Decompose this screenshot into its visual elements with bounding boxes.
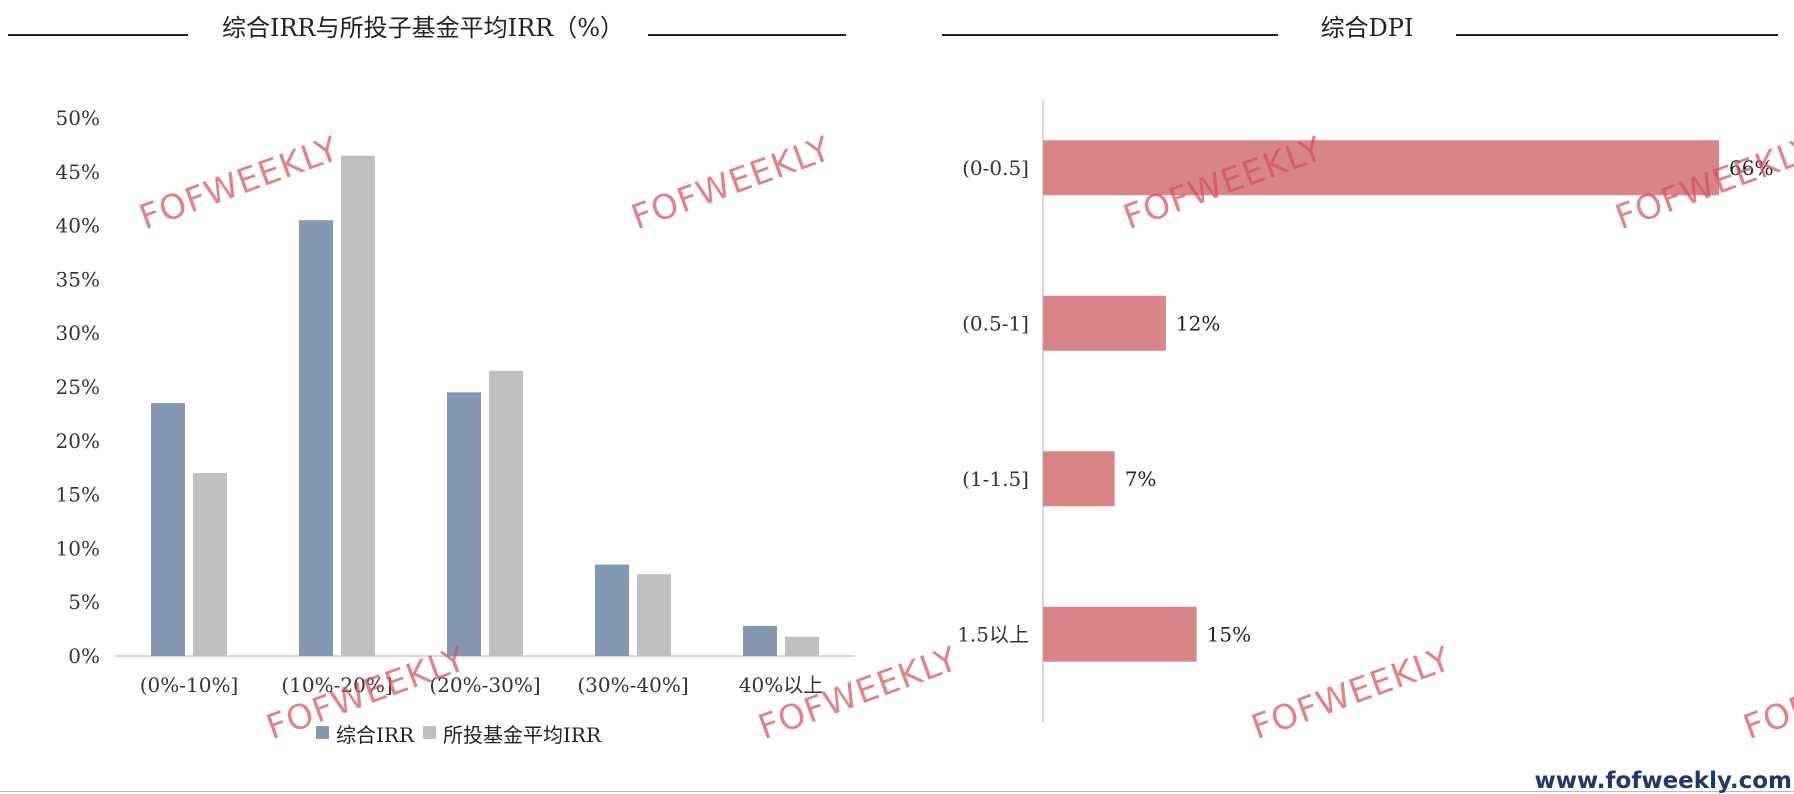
x-tick-label: 40%以上 <box>739 673 823 697</box>
left-chart-title: 综合IRR与所投子基金平均IRR（%） <box>211 8 635 43</box>
dpi-bar-chart: (0-0.5] 66% (0.5-1] 12% (1-1.5] 7% 1.5以上 15% <box>957 100 1773 722</box>
y-tick-label: 0% <box>68 644 100 668</box>
footer-url-link[interactable]: www.fofweekly.com <box>1534 768 1792 794</box>
legend-label: 综合IRR <box>336 723 415 747</box>
y-tick-label: 1.5以上 <box>957 622 1029 646</box>
irr-bar-chart: 0% 5% 10% 15% 20% 25% 30% 35% 40% 45% 50% (0%-10%] (… <box>56 106 855 747</box>
data-label: 66% <box>1729 156 1773 180</box>
dpi-bar <box>1043 140 1719 196</box>
bar-fund-irr <box>489 370 523 656</box>
bar-irr <box>299 220 333 656</box>
bar-fund-irr <box>193 473 227 656</box>
x-tick-label: (30%-40%] <box>577 673 688 697</box>
bar-irr <box>743 625 777 656</box>
right-title-rule-right <box>1456 34 1778 36</box>
dpi-bar <box>1043 295 1166 351</box>
y-tick-label: 45% <box>56 160 100 184</box>
y-tick-label: (0-0.5] <box>962 156 1029 180</box>
data-label: 15% <box>1207 622 1251 646</box>
legend-label: 所投基金平均IRR <box>443 723 602 747</box>
dpi-bar <box>1043 606 1197 662</box>
dpi-bar <box>1043 451 1115 507</box>
y-tick-label: 50% <box>56 106 100 130</box>
y-tick-label: 30% <box>56 321 100 345</box>
right-chart-title: 综合DPI <box>1310 8 1424 43</box>
x-tick-label: (0%-10%] <box>140 673 239 697</box>
bar-irr <box>447 392 481 656</box>
y-tick-label: (1-1.5] <box>962 467 1029 491</box>
left-title-rule-right <box>648 34 846 36</box>
x-tick-label: (20%-30%] <box>429 673 540 697</box>
left-title-rule-left <box>8 34 188 36</box>
legend-swatch <box>423 726 436 739</box>
right-title-rule-left <box>942 34 1278 36</box>
y-tick-label: 10% <box>56 536 100 560</box>
bar-fund-irr <box>341 155 375 656</box>
y-tick-label: 15% <box>56 483 100 507</box>
y-tick-label: 25% <box>56 375 100 399</box>
chart-legend: 综合IRR 所投基金平均IRR <box>316 723 602 747</box>
bar-fund-irr <box>785 636 819 656</box>
y-tick-label: 20% <box>56 429 100 453</box>
bar-irr <box>595 564 629 656</box>
data-label: 12% <box>1176 311 1220 335</box>
legend-swatch <box>316 726 329 739</box>
y-tick-label: 5% <box>68 590 100 614</box>
bar-fund-irr <box>637 574 671 656</box>
y-tick-label: 40% <box>56 214 100 238</box>
x-tick-label: (10%-20%] <box>281 673 392 697</box>
y-tick-label: 35% <box>56 267 100 291</box>
bar-irr <box>151 403 185 656</box>
footer-divider <box>0 791 1794 792</box>
y-tick-label: (0.5-1] <box>962 311 1029 335</box>
data-label: 7% <box>1125 467 1157 491</box>
